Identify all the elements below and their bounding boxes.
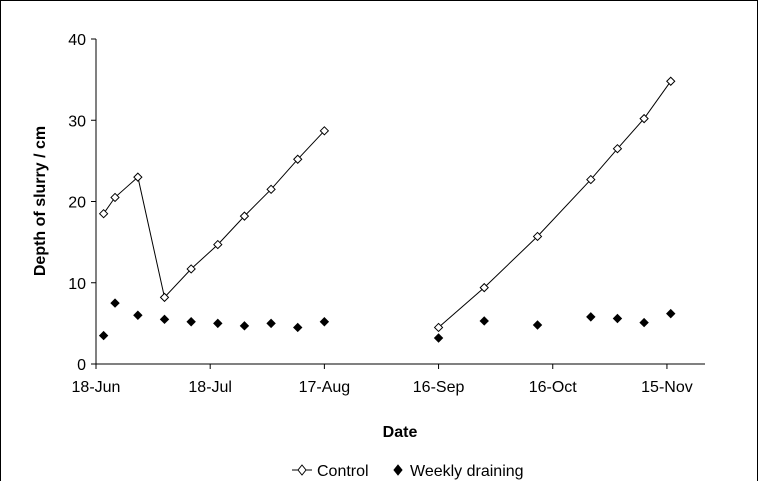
weekly-draining-point [479,316,489,326]
control-point [213,239,223,250]
y-tick-label: 30 [68,113,86,130]
control-point [433,322,444,333]
axes [95,39,705,365]
weekly-draining-point [133,310,143,320]
legend-control-label: Control [317,463,369,480]
y-tick-label: 10 [68,276,86,293]
weekly-draining-point [319,317,330,327]
x-tick-label: 17-Aug [299,379,351,396]
control-point [532,231,543,242]
legend-item-control: Control [292,463,369,480]
weekly-draining-point [110,298,120,308]
series-layer [98,76,676,343]
control-series-line [103,130,325,299]
control-point [666,76,676,86]
control-point [98,208,109,219]
weekly-draining-point [639,317,649,328]
weekly-draining-point [586,312,596,322]
weekly-draining-point [532,320,543,330]
x-ticks: 18-Jun 18-Jul 17-Aug 16-Sep 16-Oct 15-Nov [72,364,693,396]
x-tick-label: 18-Jul [188,379,232,396]
control-point [239,211,250,221]
weekly-draining-point [239,321,250,331]
weekly-draining-point [98,330,109,341]
control-point [110,192,120,203]
control-point [266,184,276,195]
legend-weekly-draining-marker [393,464,403,476]
control-point [319,126,330,136]
weekly-draining-point [186,317,196,327]
y-tick-label: 40 [68,32,86,49]
weekly-draining-point [159,314,170,325]
control-point [133,172,143,182]
weekly-draining-point [266,318,276,329]
y-tick-label: 20 [68,195,86,212]
legend-item-weekly-draining: Weekly draining [393,463,524,480]
weekly-draining-point [612,313,623,324]
x-tick-label: 18-Jun [72,379,121,396]
weekly-draining-point [666,308,676,319]
control-series-line [438,81,672,328]
control-point [293,154,303,164]
weekly-draining-point [433,333,444,343]
legend: Control Weekly draining [292,463,524,480]
control-point [639,113,649,124]
control-point [186,264,196,274]
legend-weekly-draining-label: Weekly draining [410,463,524,480]
control-point [479,282,489,293]
y-axis-title: Depth of slurry / cm [32,126,49,276]
control-point [612,143,623,154]
control-point [159,292,170,303]
weekly-draining-point [213,318,223,329]
x-tick-label: 16-Sep [413,379,465,396]
weekly-draining-point [293,322,303,333]
y-tick-label: 0 [77,357,86,374]
y-ticks: 0 10 20 30 40 [68,32,96,374]
x-tick-label: 16-Oct [529,379,578,396]
x-tick-label: 15-Nov [641,379,693,396]
x-axis-title: Date [383,424,418,441]
legend-control-marker [297,464,307,476]
control-point [586,174,596,185]
